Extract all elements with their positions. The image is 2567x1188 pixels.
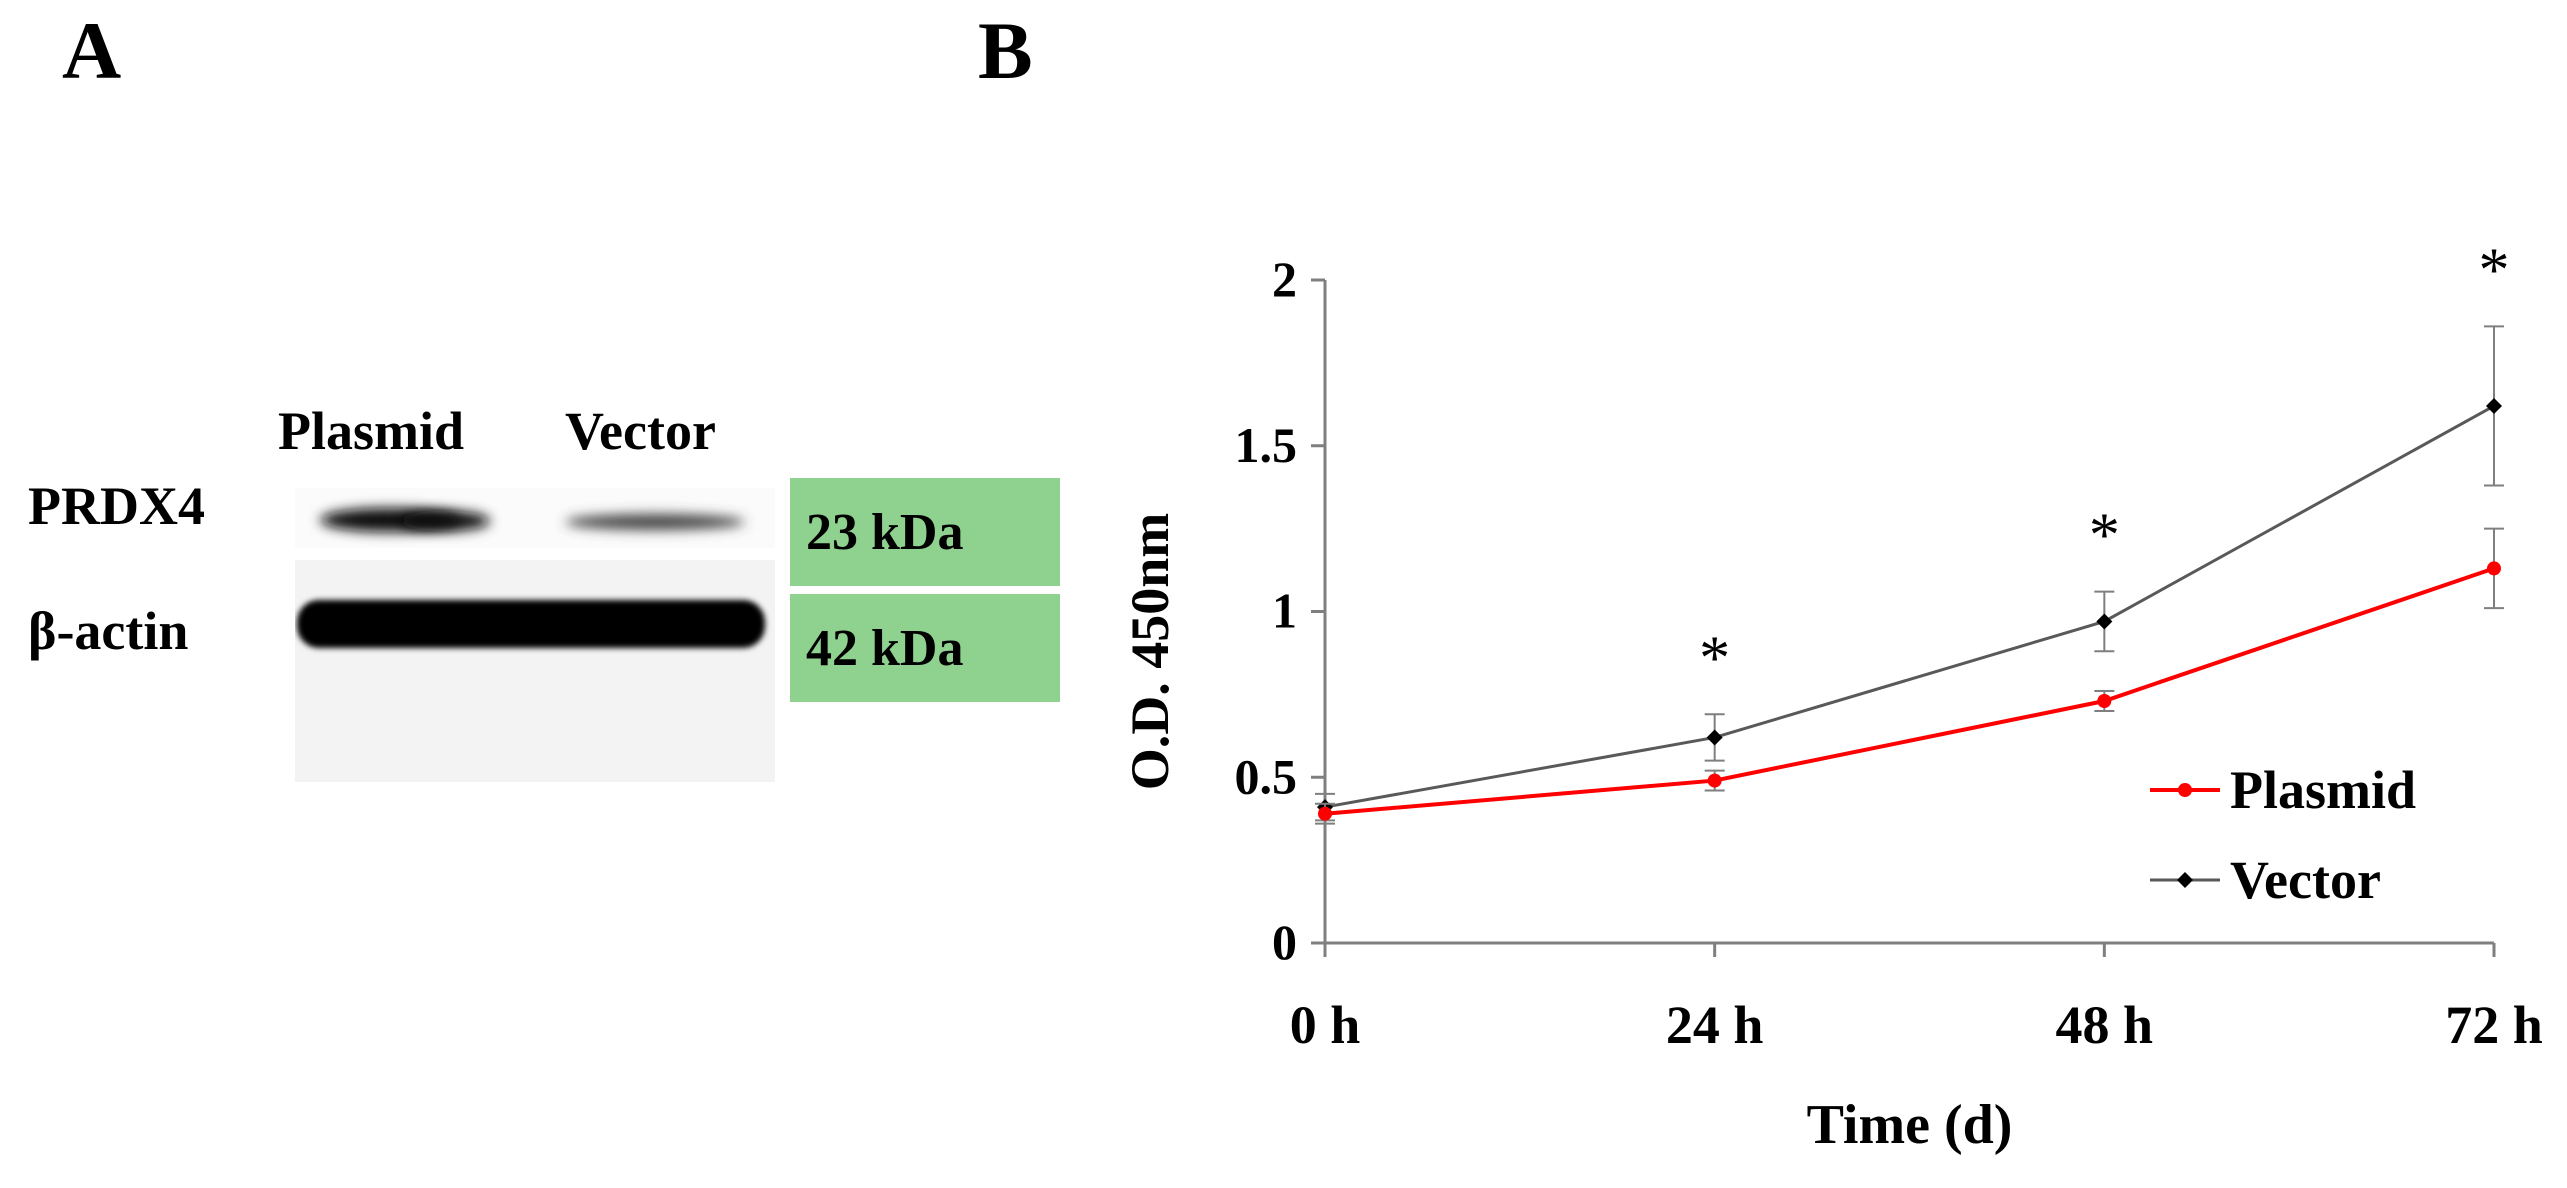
- significance-asterisk: *: [2479, 236, 2510, 304]
- legend-label-vector: Vector: [2230, 850, 2381, 910]
- y-tick-label: 0.5: [1235, 748, 1298, 804]
- western-blot-image: [295, 488, 775, 782]
- protein-label-beta-actin: β-actin: [28, 601, 189, 661]
- legend-marker-vector: [2177, 872, 2193, 888]
- series-line-plasmid: [1324, 566, 2495, 816]
- chart-annotations: * * *: [1699, 236, 2509, 692]
- prdx4-band-vector: [565, 514, 745, 530]
- data-point-vector: [2096, 613, 2113, 630]
- actin-band: [297, 600, 765, 648]
- kda-label-42: 42 kDa: [790, 594, 1060, 702]
- series-line-vector: [1324, 404, 2495, 809]
- chart-series: [1315, 325, 2504, 825]
- significance-asterisk: *: [2089, 502, 2120, 570]
- kda-label-23: 23 kDa: [790, 478, 1060, 586]
- y-tick-label: 2: [1272, 251, 1297, 307]
- data-point-plasmid: [1318, 806, 1332, 821]
- protein-label-prdx4: PRDX4: [28, 476, 205, 536]
- panel-a-label: A: [62, 5, 122, 96]
- data-point-vector: [1706, 729, 1723, 746]
- lane-label-plasmid: Plasmid: [278, 401, 465, 461]
- legend-marker-plasmid: [2178, 783, 2192, 797]
- x-tick-label: 0 h: [1290, 995, 1361, 1055]
- x-tick-label: 48 h: [2056, 995, 2154, 1055]
- data-point-vector: [2486, 397, 2502, 414]
- y-tick-label: 0: [1272, 914, 1297, 970]
- panel-b-label: B: [978, 5, 1033, 96]
- prdx4-band-plasmid-2: [400, 511, 490, 531]
- chart-legend: Plasmid Vector: [2150, 760, 2416, 910]
- data-point-plasmid: [1707, 773, 1722, 788]
- y-tick-label: 1: [1272, 583, 1297, 639]
- legend-label-plasmid: Plasmid: [2230, 760, 2416, 820]
- data-point-plasmid: [2097, 694, 2112, 709]
- significance-asterisk: *: [1699, 624, 1730, 692]
- y-tick-label: 1.5: [1235, 417, 1298, 473]
- lane-label-vector: Vector: [565, 401, 716, 461]
- data-point-plasmid: [2487, 561, 2501, 576]
- chart-axes: 0 0.5 1 1.5 2 0 h 24 h 48 h 72 h Time (d) O.D. 450…: [1120, 251, 2543, 1156]
- x-axis-label: Time (d): [1807, 1094, 2013, 1156]
- y-axis-label: O.D. 450nm: [1120, 513, 1180, 791]
- actin-blot-strip: [295, 560, 775, 782]
- x-tick-label: 24 h: [1666, 995, 1764, 1055]
- x-tick-label: 72 h: [2445, 995, 2543, 1055]
